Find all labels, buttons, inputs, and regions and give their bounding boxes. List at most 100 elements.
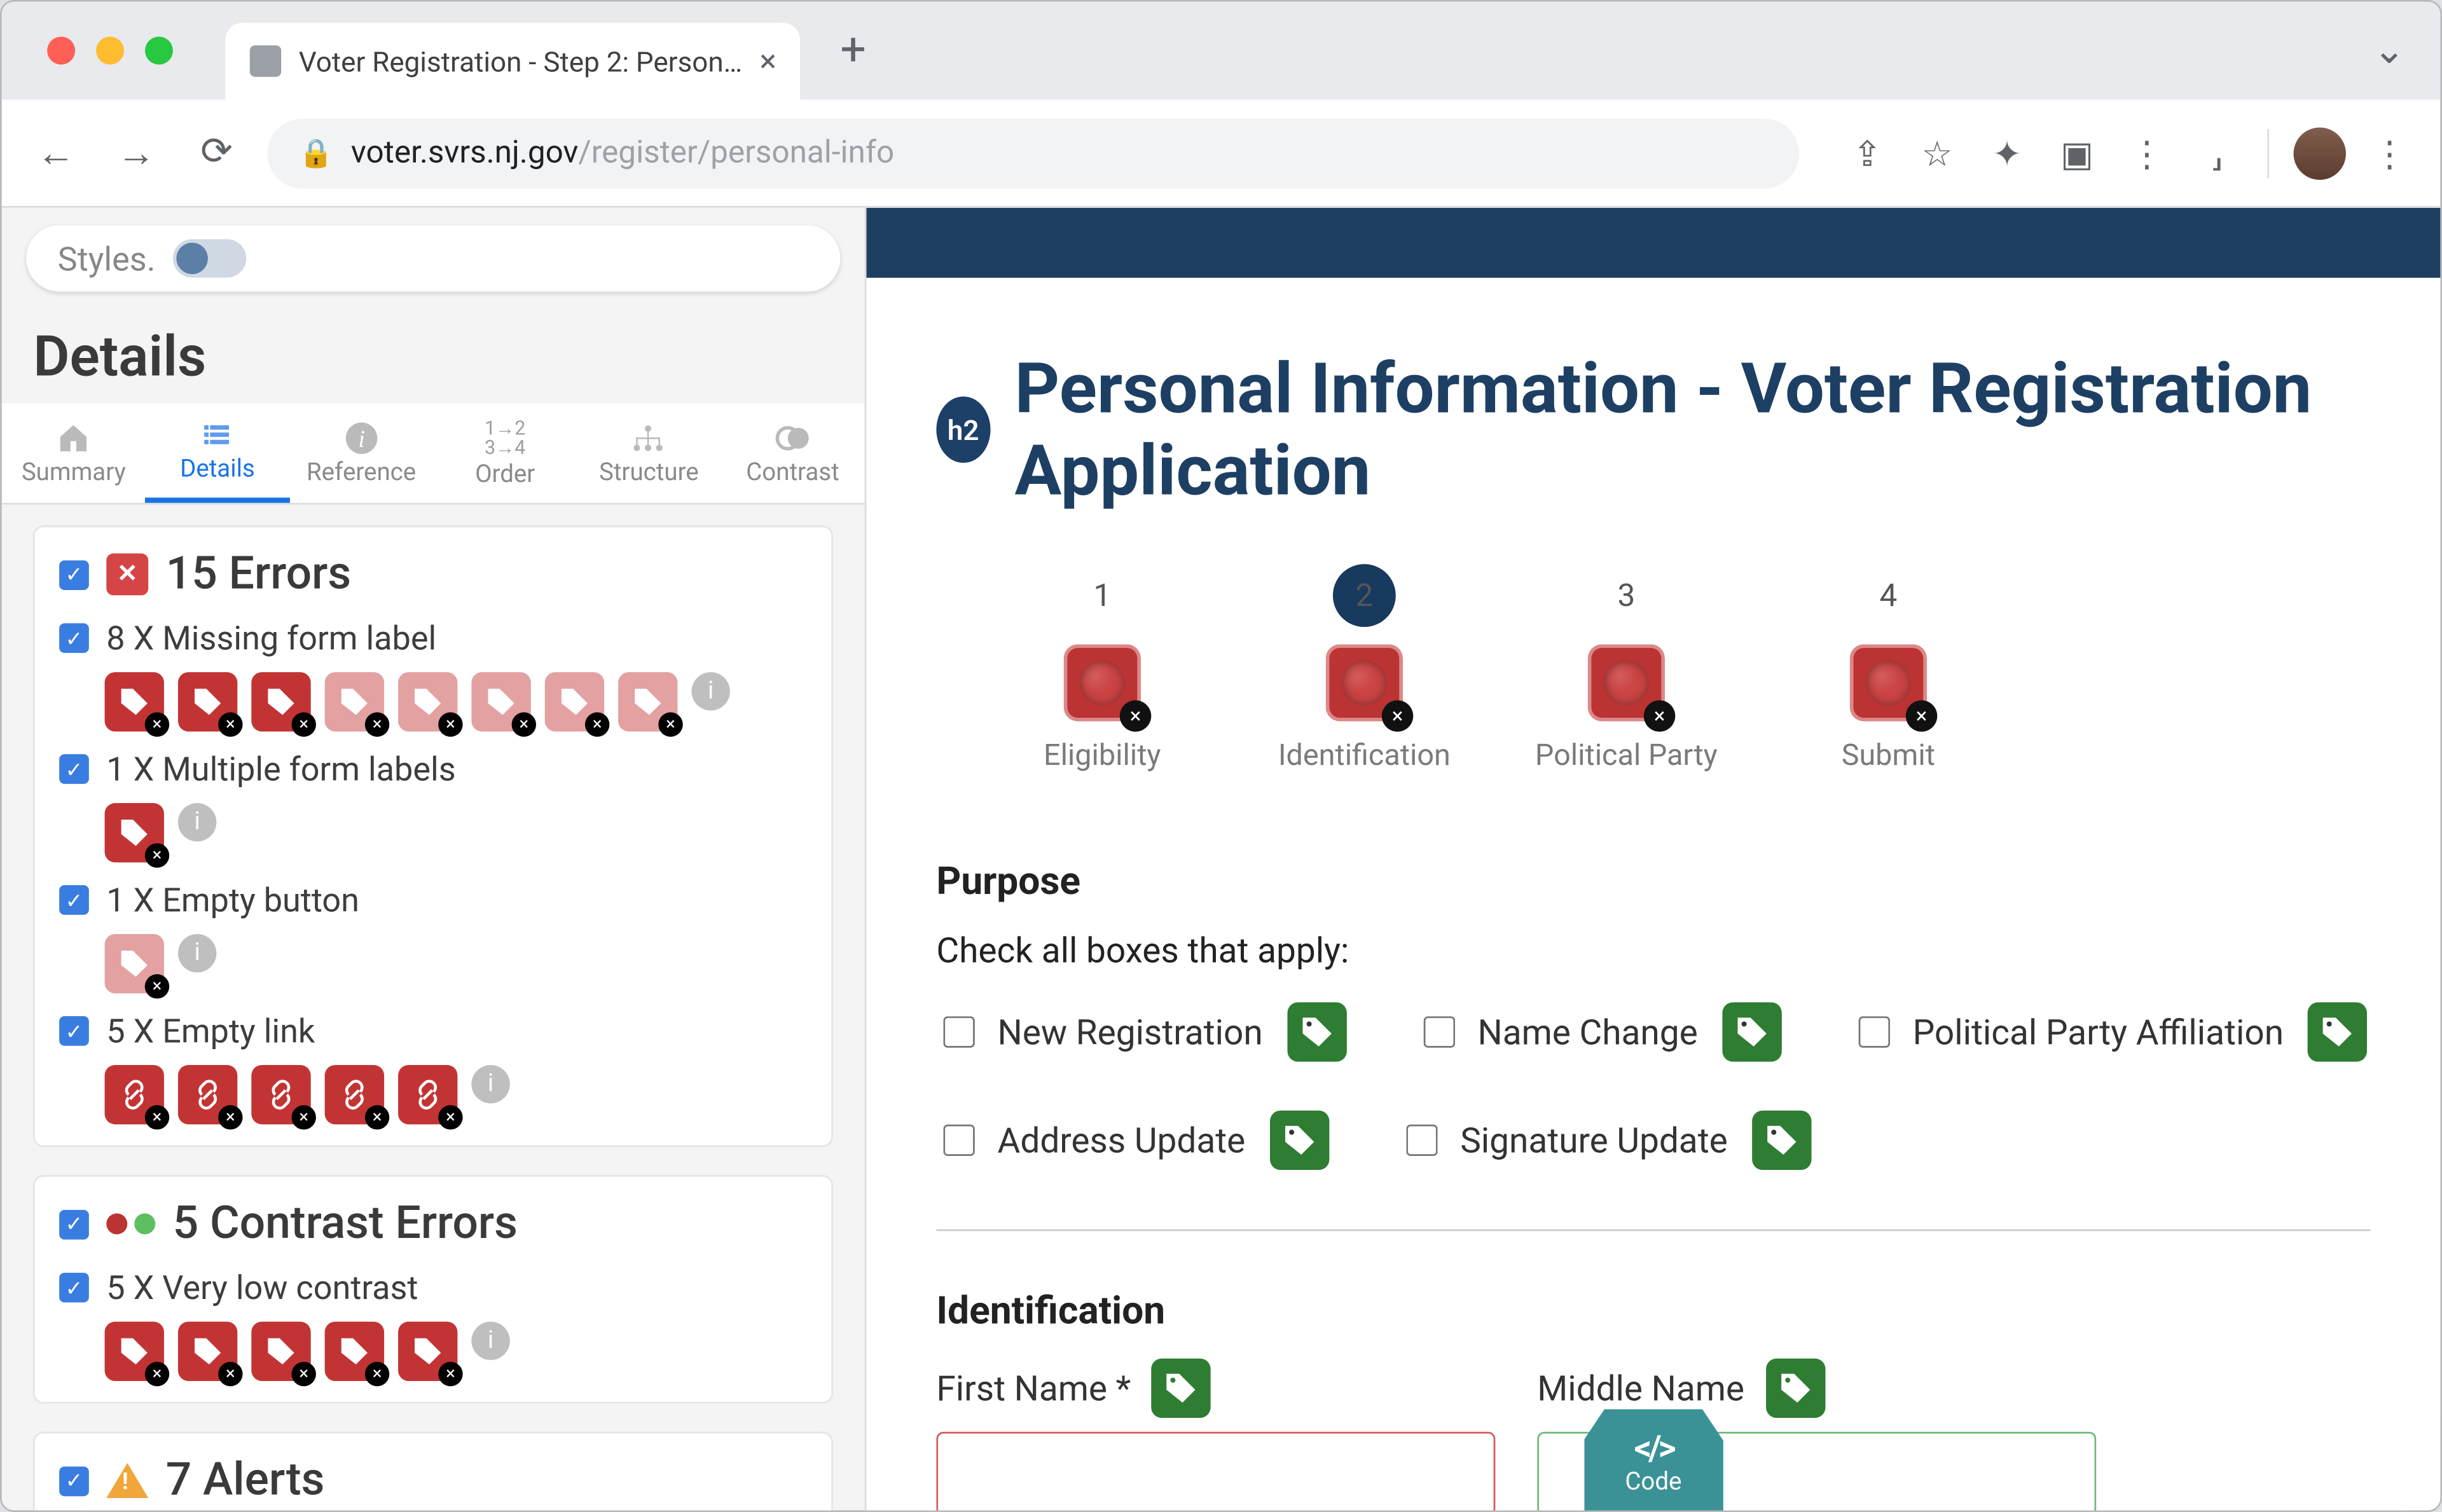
issue-badge-icon[interactable]: ×	[398, 1065, 457, 1124]
issue-badge-icon[interactable]: ×	[325, 1322, 384, 1381]
purpose-checkbox[interactable]	[943, 1016, 974, 1047]
forward-button[interactable]: →	[107, 123, 166, 182]
purpose-checkbox[interactable]	[943, 1124, 974, 1155]
purpose-checkbox[interactable]	[1406, 1124, 1437, 1155]
label-tag-icon	[1152, 1358, 1211, 1417]
sidepanel-icon[interactable]: ▣	[2051, 127, 2103, 179]
item-checkbox[interactable]: ✓	[59, 885, 89, 915]
section-title-purpose: Purpose	[936, 861, 2370, 905]
code-label: Code	[1625, 1468, 1681, 1496]
browser-window: Voter Registration - Step 2: Person… × +…	[0, 0, 2442, 1512]
issue-badge-icon[interactable]: ×	[472, 672, 531, 731]
purpose-checkbox[interactable]	[1858, 1016, 1889, 1047]
bookmark-icon[interactable]: ☆	[1911, 127, 1963, 179]
issue-badge-icon[interactable]: ×	[105, 934, 164, 993]
item-checkbox[interactable]: ✓	[59, 754, 89, 784]
label-tag-icon	[1752, 1110, 1811, 1169]
info-icon[interactable]: i	[472, 1322, 510, 1360]
purpose-checkbox[interactable]	[1423, 1016, 1454, 1047]
purpose-option[interactable]: Signature Update	[1399, 1110, 1812, 1169]
info-icon[interactable]: i	[178, 934, 216, 972]
issue-badge-icon[interactable]: ×	[252, 1065, 311, 1124]
panel-list[interactable]: ✓ ✕ 15 Errors ✓8 X Missing form label×××…	[2, 505, 865, 1511]
issue-badge-icon[interactable]: ×	[398, 1322, 457, 1381]
issue-badge-icon[interactable]: ×	[545, 672, 604, 731]
input-first-name[interactable]	[936, 1432, 1495, 1511]
back-button[interactable]: ←	[26, 123, 85, 182]
menu-icon[interactable]: ⋮	[2121, 127, 2173, 179]
styles-toggle[interactable]	[173, 239, 246, 277]
window-controls	[19, 37, 201, 65]
issue-badge-icon[interactable]: ×	[178, 1322, 237, 1381]
issue-badge-icon[interactable]: ×	[105, 672, 164, 731]
issue-badge-icon[interactable]: ×	[105, 1065, 164, 1124]
tab-order[interactable]: 1→23→4 Order	[433, 403, 577, 503]
tab-strip: Voter Registration - Step 2: Person… × +…	[2, 2, 2441, 100]
step-error-icon: ×	[1588, 644, 1665, 721]
code-badge[interactable]: </> Code	[1583, 1409, 1723, 1510]
tab-summary[interactable]: Summary	[2, 403, 146, 503]
issue-badge-icon[interactable]: ×	[325, 672, 384, 731]
code-icon: </>	[1634, 1426, 1673, 1468]
close-window-icon[interactable]	[47, 37, 75, 65]
share-icon[interactable]: ⇪	[1841, 127, 1893, 179]
field-first-name: First Name First Name is Required	[936, 1358, 1495, 1510]
address-bar[interactable]: 🔒 voter.svrs.nj.gov/register/personal-in…	[267, 118, 1799, 188]
browser-tab[interactable]: Voter Registration - Step 2: Person… ×	[225, 23, 801, 100]
lock-icon: 🔒	[299, 136, 334, 169]
step-error-icon: ×	[1064, 644, 1141, 721]
page-area[interactable]: h2 Personal Information - Voter Registra…	[866, 208, 2440, 1510]
issue-badge-icon[interactable]: ×	[398, 672, 457, 731]
step[interactable]: 1×Eligibility	[971, 564, 1233, 774]
tab-overflow-icon[interactable]: ⌄	[2373, 29, 2423, 72]
minimize-window-icon[interactable]	[96, 37, 124, 65]
home-icon	[55, 420, 93, 455]
purpose-label: New Registration	[997, 1011, 1262, 1053]
issue-badge-icon[interactable]: ×	[325, 1065, 384, 1124]
group-title: 7 Alerts	[166, 1454, 325, 1506]
close-tab-icon[interactable]: ×	[759, 43, 776, 79]
group-checkbox[interactable]: ✓	[59, 560, 89, 589]
purpose-option[interactable]: Political Party Affiliation	[1851, 1002, 2367, 1061]
issue-badge-icon[interactable]: ×	[178, 1065, 237, 1124]
reload-button[interactable]: ⟳	[187, 123, 246, 182]
browser-toolbar: ← → ⟳ 🔒 voter.svrs.nj.gov/register/perso…	[2, 100, 2441, 208]
item-checkbox[interactable]: ✓	[59, 1273, 89, 1303]
info-icon[interactable]: i	[178, 803, 216, 841]
group-checkbox[interactable]: ✓	[59, 1209, 89, 1239]
item-checkbox[interactable]: ✓	[59, 623, 89, 653]
tab-details[interactable]: Details	[146, 403, 289, 503]
step[interactable]: 3×Political Party	[1495, 564, 1757, 774]
info-icon[interactable]: i	[692, 672, 730, 710]
step[interactable]: 2×Identification	[1233, 564, 1495, 774]
issue-badge-icon[interactable]: ×	[105, 1322, 164, 1381]
issue-badge-icon[interactable]: ×	[178, 672, 237, 731]
maximize-window-icon[interactable]	[145, 37, 173, 65]
extensions-icon[interactable]: ✦	[1981, 127, 2033, 179]
issue-badge-icon[interactable]: ×	[252, 1322, 311, 1381]
tab-contrast[interactable]: Contrast	[721, 403, 864, 503]
step[interactable]: 4×Submit	[1757, 564, 2019, 774]
svg-text:i: i	[358, 425, 365, 452]
issue-badge-icon[interactable]: ×	[618, 672, 677, 731]
profile-avatar[interactable]	[2294, 127, 2346, 179]
alert-icon	[107, 1463, 149, 1498]
bracket-icon[interactable]: ⸥	[2190, 127, 2242, 179]
toolbar-right: ⇪ ☆ ✦ ▣ ⋮ ⸥ ⋮	[1841, 127, 2416, 179]
order-icon: 1→23→4	[485, 418, 525, 457]
purpose-option[interactable]: Name Change	[1416, 1002, 1781, 1061]
h2-badge-icon: h2	[936, 396, 990, 462]
purpose-option[interactable]: Address Update	[936, 1110, 1329, 1169]
issue-badge-icon[interactable]: ×	[252, 672, 311, 731]
info-icon[interactable]: i	[472, 1065, 510, 1103]
issue-badge-icon[interactable]: ×	[105, 803, 164, 862]
chrome-menu-icon[interactable]: ⋮	[2363, 127, 2415, 179]
new-tab-button[interactable]: +	[822, 19, 885, 82]
item-checkbox[interactable]: ✓	[59, 1016, 89, 1046]
purpose-option[interactable]: New Registration	[936, 1002, 1346, 1061]
tab-reference[interactable]: i Reference	[289, 403, 433, 503]
tab-structure[interactable]: Structure	[577, 403, 721, 503]
label-tag-icon	[1287, 1002, 1346, 1061]
group-checkbox[interactable]: ✓	[59, 1466, 89, 1495]
site-header-strip	[866, 208, 2440, 278]
